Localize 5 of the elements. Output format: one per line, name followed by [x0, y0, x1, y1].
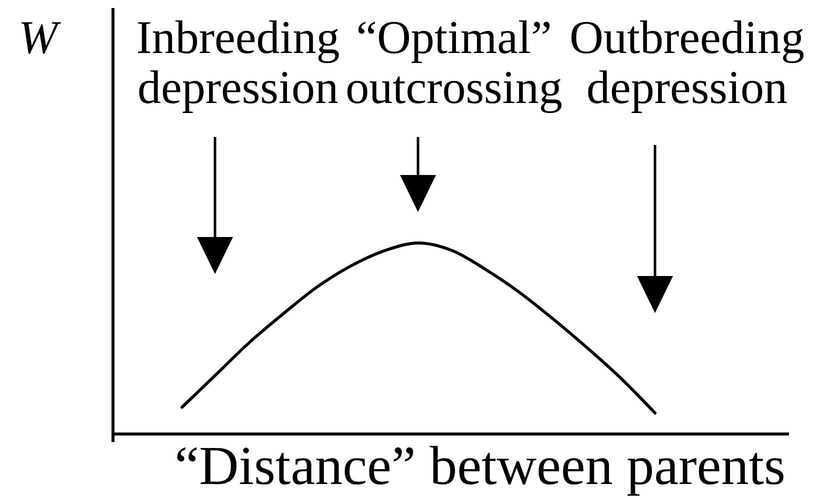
x-axis-title: “Distance” between parents [174, 435, 786, 496]
text: Outbreeding depression [570, 12, 804, 114]
y-axis-title: W [18, 12, 62, 64]
text: Inbreeding depression [136, 12, 340, 114]
text: “Optimal” outcrossing [346, 12, 562, 114]
